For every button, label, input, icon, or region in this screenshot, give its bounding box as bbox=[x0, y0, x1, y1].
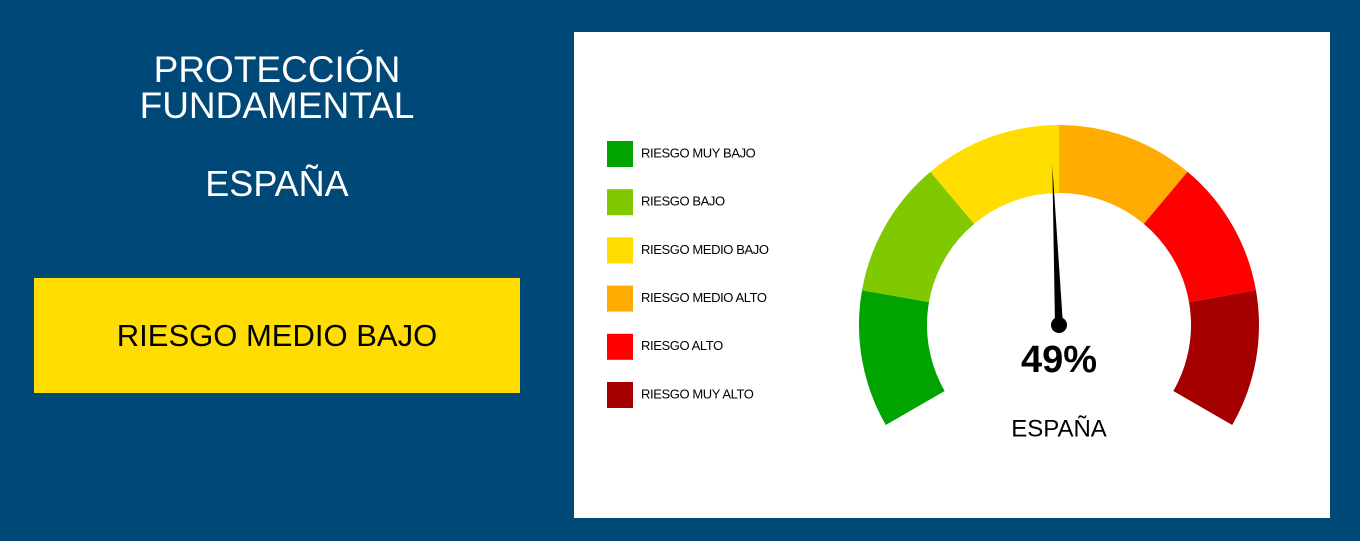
legend-label: RIESGO MUY ALTO bbox=[641, 386, 754, 401]
legend-label: RIESGO ALTO bbox=[641, 338, 723, 353]
gauge-needle bbox=[1052, 165, 1063, 326]
panel-region: ESPAÑA bbox=[205, 163, 349, 204]
gauge-band bbox=[859, 290, 945, 425]
legend-swatch bbox=[607, 237, 633, 264]
gauge-band bbox=[1059, 125, 1188, 224]
gauge-band bbox=[1173, 290, 1259, 425]
gauge-band bbox=[862, 171, 975, 303]
legend-label: RIESGO MEDIO BAJO bbox=[641, 242, 769, 257]
legend-swatch bbox=[607, 189, 633, 216]
legend-swatch bbox=[607, 285, 633, 312]
legend-label: RIESGO BAJO bbox=[641, 194, 725, 209]
gauge-band bbox=[930, 125, 1059, 224]
legend-swatch bbox=[607, 141, 633, 167]
legend-swatch bbox=[607, 382, 633, 408]
gauge-label: ESPAÑA bbox=[1011, 415, 1107, 442]
gauge-value: 49% bbox=[1021, 339, 1097, 381]
risk-box: RIESGO MEDIO BAJO bbox=[34, 278, 520, 393]
gauge-band bbox=[1143, 171, 1256, 303]
panel-title: PROTECCIÓN FUNDAMENTAL bbox=[139, 49, 415, 126]
legend-swatch bbox=[607, 333, 633, 360]
legend-label: RIESGO MEDIO ALTO bbox=[641, 290, 767, 305]
legend-label: RIESGO MUY BAJO bbox=[641, 145, 756, 160]
risk-level: RIESGO MEDIO BAJO bbox=[116, 317, 438, 353]
needle-hub bbox=[1051, 317, 1067, 333]
